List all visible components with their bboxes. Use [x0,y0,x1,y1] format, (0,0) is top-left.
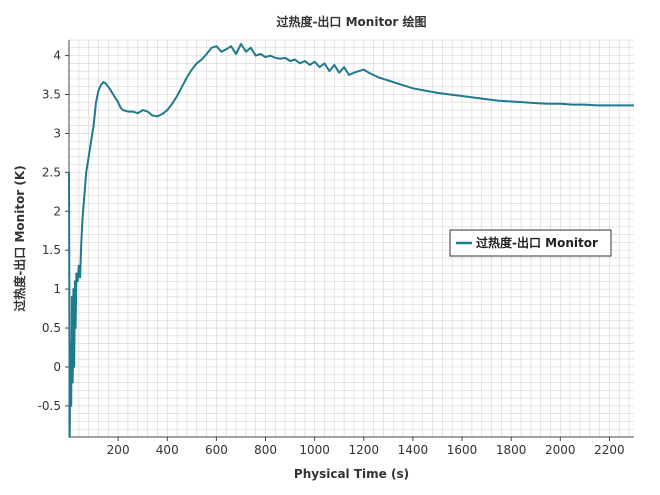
legend-label: 过热度-出口 Monitor [476,235,598,250]
x-tick-label: 600 [205,443,228,457]
y-tick-label: 0 [53,360,61,374]
legend: 过热度-出口 Monitor [449,229,612,257]
tick-labels: 200 400 600 800 1000 1200 1400 1600 1800 2000 2200… [38,49,625,457]
x-tick-label: 1200 [349,443,380,457]
y-tick-label: 3 [53,126,61,140]
y-tick-label: 2.5 [42,165,61,179]
y-tick-label: 4 [53,49,61,63]
chart-title: 过热度-出口 Monitor 绘图 [276,14,426,29]
y-tick-label: -0.5 [38,399,61,413]
y-tick-label: 2 [53,204,61,218]
x-tick-label: 2200 [594,443,625,457]
y-tick-label: 1.5 [42,243,61,257]
y-axis-label: 过热度-出口 Monitor (K) [12,165,27,311]
series-layer [68,42,634,438]
x-tick-label: 800 [254,443,277,457]
series-line [68,42,634,438]
grid-lines [69,39,634,438]
legend-box [449,229,612,257]
y-tick-label: 0.5 [42,321,61,335]
x-tick-label: 200 [107,443,130,457]
x-tick-label: 1800 [496,443,527,457]
x-tick-label: 2000 [545,443,576,457]
x-tick-label: 1000 [299,443,330,457]
x-tick-label: 1400 [398,443,429,457]
x-tick-label: 1600 [447,443,478,457]
x-tick-label: 400 [156,443,179,457]
y-tick-label: 3.5 [42,87,61,101]
y-tick-label: 1 [53,282,61,296]
x-axis-label: Physical Time (s) [294,467,409,481]
